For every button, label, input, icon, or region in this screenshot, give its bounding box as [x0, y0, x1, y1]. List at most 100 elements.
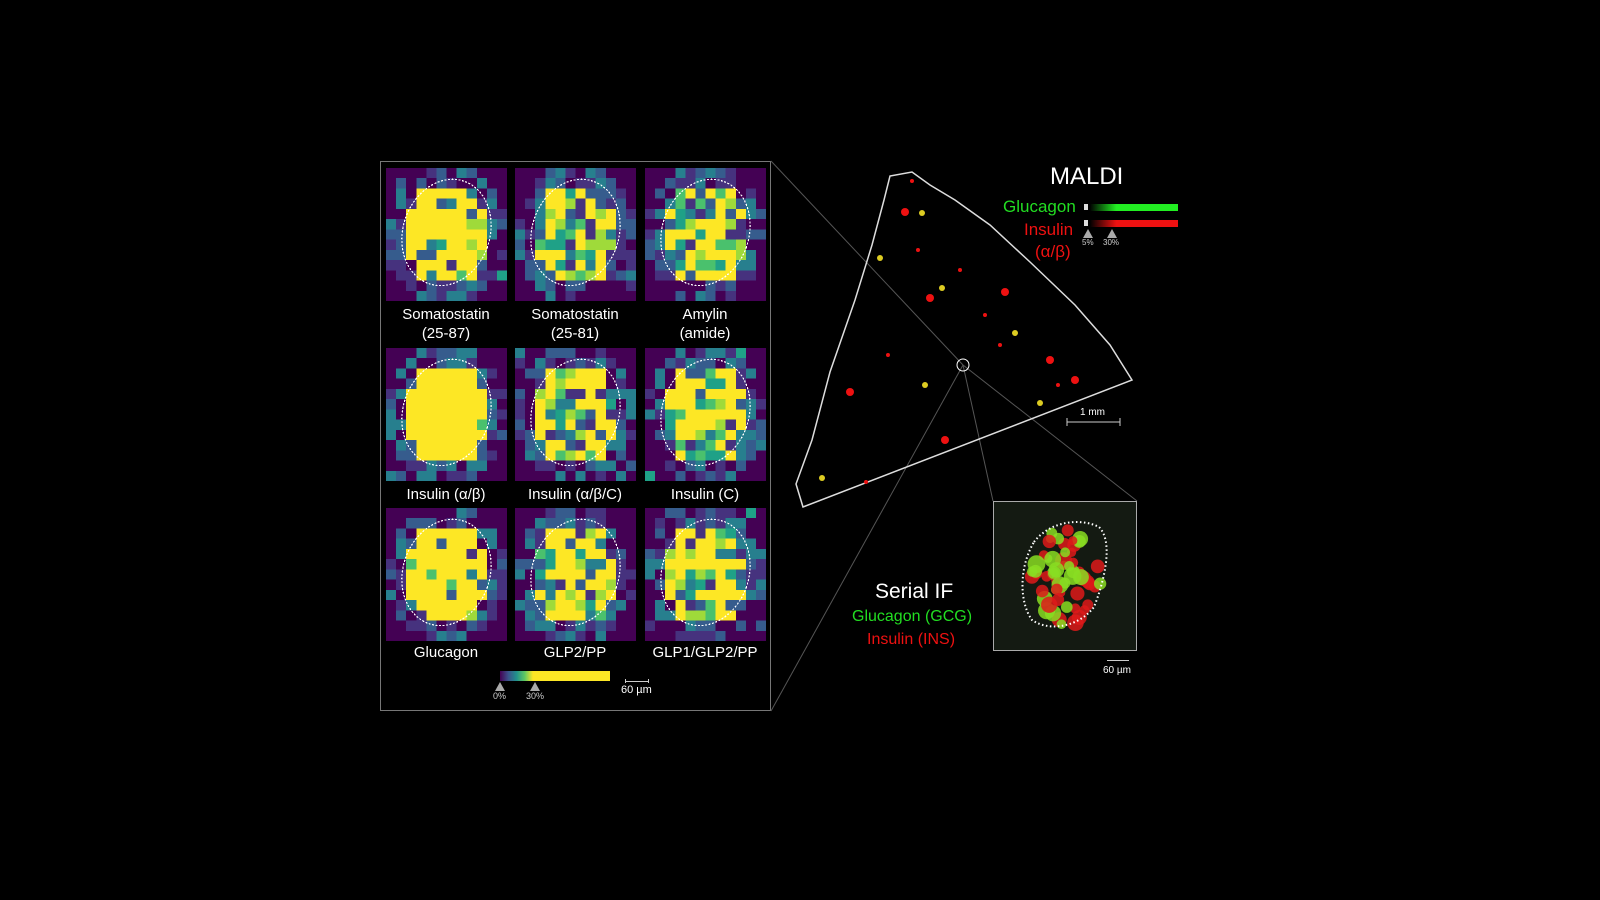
legend-glucagon: Glucagon [1003, 197, 1076, 216]
islet-spot [983, 313, 987, 317]
if-cell [1070, 586, 1085, 601]
if-cell [1060, 601, 1073, 613]
threshold-marker-icon [530, 682, 540, 691]
glucagon-colorbar [1090, 204, 1178, 211]
islet-spot [819, 475, 825, 481]
tile-label-line1: GLP2/PP [543, 644, 607, 661]
islet-outline [1021, 521, 1108, 628]
heatmap-tile [515, 508, 636, 641]
heatmap-tile [386, 348, 507, 481]
heatmap-tile [645, 168, 766, 301]
selected-islet [956, 358, 970, 372]
islet-spot [1046, 356, 1054, 364]
colorbar-threshold-label: 30% [526, 691, 545, 701]
if-cell [1035, 584, 1049, 598]
if-cell [1048, 562, 1065, 578]
if-cell [1051, 583, 1063, 595]
if-cell [1061, 524, 1074, 537]
islet-spot [886, 353, 890, 357]
if-cell [1068, 536, 1078, 546]
glucagon-bar-start [1084, 204, 1088, 210]
islet-spot [1012, 330, 1018, 336]
tile-label: Somatostatin (25-81) [510, 305, 640, 343]
tile-label-line2: (amide) [679, 325, 731, 342]
if-cell [1029, 564, 1043, 578]
colorbar-min-label: 0% [493, 691, 507, 701]
tick-30: 30% [1103, 238, 1120, 247]
tile-label: Somatostatin (25-87) [381, 305, 511, 343]
islet-spot [919, 210, 925, 216]
islet-spot [1071, 376, 1079, 384]
tile-label-line1: Insulin (C) [670, 486, 740, 503]
if-scale-label: 60 µm [1103, 665, 1131, 676]
if-cell [1070, 603, 1081, 614]
if-cell [1056, 619, 1067, 629]
serial-if-title: Serial IF [875, 580, 954, 603]
if-cell [1041, 596, 1058, 613]
if-cell [1042, 534, 1057, 549]
islet-spot [941, 436, 949, 444]
islet-spot [926, 294, 934, 302]
islet-spot [1001, 288, 1009, 296]
legend-insulin-sub: (α/β) [1035, 242, 1071, 261]
tile-label: Insulin (α/β/C) [510, 485, 640, 504]
islet-spot [901, 208, 909, 216]
tile-label-line1: Glucagon [413, 644, 479, 661]
islet-spot [877, 255, 883, 261]
insulin-bar-start [1084, 220, 1088, 226]
if-cell [1090, 559, 1105, 574]
islet-spot [864, 480, 868, 484]
heatmap-tile [645, 508, 766, 641]
tissue-outline [795, 171, 1134, 508]
high-marker-icon [1107, 229, 1117, 238]
islet-spot [998, 343, 1002, 347]
if-cell [1079, 605, 1090, 616]
legend-insulin: Insulin [1024, 220, 1074, 239]
heatmap-tile [515, 168, 636, 301]
islet-spot [846, 388, 854, 396]
serial-if-gcg: Glucagon (GCG) [852, 608, 973, 625]
low-marker-icon [1083, 229, 1093, 238]
heatmap-tile [645, 348, 766, 481]
zoom-connector-line [962, 364, 1138, 502]
tile-label-line1: Amylin [682, 306, 728, 323]
zoom-connector-line [770, 364, 964, 712]
tile-label: Insulin (C) [640, 485, 770, 504]
maldi-scale-label: 1 mm [1080, 407, 1105, 418]
islet-spot [939, 285, 945, 291]
tile-label-line1: Somatostatin [402, 306, 490, 323]
tile-label-line2: (25-87) [421, 325, 471, 342]
scale-bar [625, 679, 649, 683]
tile-label-line2: (25-81) [550, 325, 600, 342]
islet-spot [1037, 400, 1043, 406]
islet-spot [910, 179, 914, 183]
heatmap-tile [515, 348, 636, 481]
islet-spot [1056, 383, 1060, 387]
islet-spot [958, 268, 962, 272]
serial-if-ins: Insulin (INS) [867, 631, 956, 648]
tile-label-line1: Insulin (α/β) [406, 486, 486, 503]
if-cell [1063, 567, 1082, 585]
insulin-colorbar [1090, 220, 1178, 227]
tile-label: Glucagon [381, 643, 511, 662]
if-cell [1060, 547, 1071, 558]
islet-spot [922, 382, 928, 388]
islet-spot [916, 248, 920, 252]
if-cell [1093, 577, 1107, 590]
tile-label: GLP2/PP [510, 643, 640, 662]
tile-label: Amylin (amide) [640, 305, 770, 343]
tile-label: Insulin (α/β) [381, 485, 511, 504]
min-marker-icon [495, 682, 505, 691]
viridis-colorbar [500, 671, 610, 681]
maldi-heatmap-panel [380, 161, 771, 711]
heatmap-tile [386, 508, 507, 641]
zoom-connector-line [962, 364, 994, 502]
tile-label-line1: Insulin (α/β/C) [528, 486, 622, 503]
tick-5: 5% [1082, 238, 1094, 247]
tile-label-line1: Somatostatin [531, 306, 619, 323]
if-image-inset [993, 501, 1137, 651]
tile-label-line1: GLP1/GLP2/PP [652, 644, 758, 661]
heatmap-tile [386, 168, 507, 301]
if-cell [1067, 614, 1084, 632]
